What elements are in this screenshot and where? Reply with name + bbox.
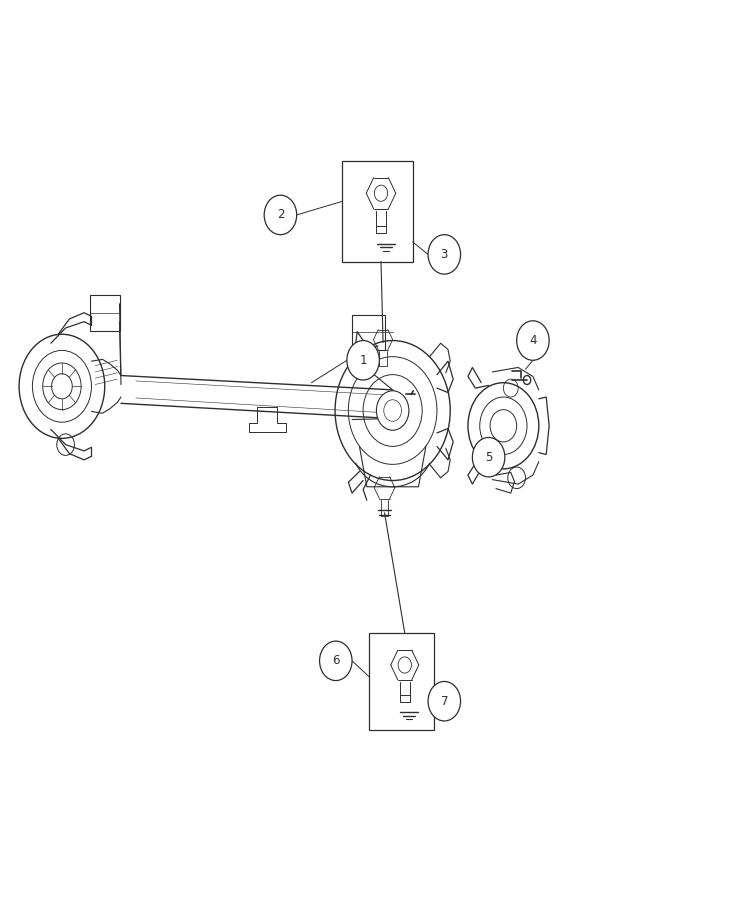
Text: 7: 7	[441, 695, 448, 707]
Text: 3: 3	[441, 248, 448, 261]
Circle shape	[490, 410, 516, 442]
Circle shape	[428, 681, 461, 721]
Circle shape	[319, 641, 352, 680]
Circle shape	[376, 391, 409, 430]
Text: 2: 2	[276, 209, 285, 221]
Text: 1: 1	[359, 354, 367, 367]
Circle shape	[265, 195, 296, 235]
Text: 6: 6	[332, 654, 339, 667]
Bar	[342, 161, 413, 262]
Bar	[90, 295, 119, 330]
Circle shape	[516, 320, 549, 360]
Bar	[369, 633, 434, 730]
Circle shape	[472, 437, 505, 477]
Bar	[352, 315, 385, 349]
Text: 5: 5	[485, 451, 492, 464]
Circle shape	[428, 235, 461, 274]
Text: 4: 4	[529, 334, 536, 347]
Circle shape	[347, 340, 379, 380]
Circle shape	[52, 374, 73, 399]
